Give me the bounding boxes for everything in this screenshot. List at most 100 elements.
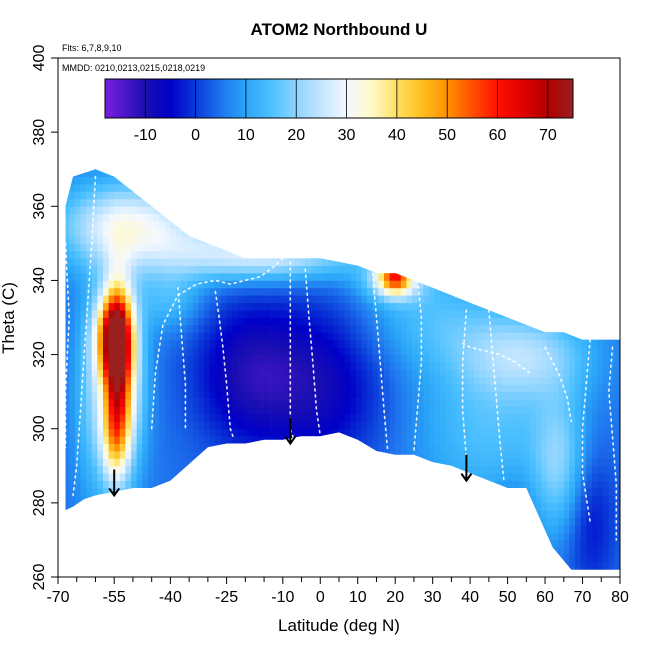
heatmap-cell [496,339,503,348]
heatmap-cell [299,510,306,519]
heatmap-cell [282,399,289,407]
heatmap-cell [361,502,368,511]
heatmap-cell [502,347,508,355]
heatmap-cell [80,324,87,333]
heatmap-cell [221,532,227,541]
heatmap-cell [198,221,205,229]
heatmap-cell [164,413,171,422]
heatmap-cell [378,421,385,430]
heatmap-cell [159,235,166,244]
heatmap-cell [316,287,323,296]
heatmap-cell [412,221,419,229]
heatmap-cell [198,517,205,526]
heatmap-cell [198,273,205,281]
heatmap-cell [468,465,475,474]
heatmap-cell [192,206,199,215]
heatmap-cell [103,287,109,296]
heatmap-cell [395,473,402,481]
heatmap-cell [176,332,182,341]
heatmap-cell [361,310,368,318]
heatmap-cell [170,273,177,281]
heatmap-cell [389,502,396,511]
heatmap-cell [552,362,559,370]
heatmap-cell [97,295,104,304]
heatmap-cell [479,273,486,281]
heatmap-cell [260,399,267,407]
heatmap-cell [170,406,177,415]
heatmap-cell [237,250,244,259]
heatmap-cell [221,310,227,318]
heatmap-cell [237,198,244,207]
heatmap-cell [445,228,452,237]
heatmap-cell [395,354,402,363]
heatmap-cell [355,258,362,266]
heatmap-cell [513,428,520,437]
heatmap-cell [339,265,345,274]
heatmap-cell [445,399,452,407]
heatmap-cell [333,570,339,578]
heatmap-cell [440,265,447,274]
heatmap-cell [417,265,424,274]
heatmap-cell [355,562,362,570]
heatmap-cell [249,295,256,304]
heatmap-cell [114,421,121,430]
heatmap-cell [428,547,435,556]
heatmap-cell [462,554,469,563]
heatmap-cell [277,258,284,266]
heatmap-cell [412,406,419,415]
heatmap-cell [80,198,87,207]
heatmap-cell [131,554,138,563]
heatmap-cell [103,347,109,355]
heatmap-cell [265,428,272,437]
heatmap-cell [428,436,435,444]
heatmap-cell [518,191,525,200]
heatmap-cell [119,169,126,177]
heatmap-cell [119,198,126,207]
heatmap-cell [440,332,447,341]
heatmap-cell [170,458,177,467]
heatmap-cell [513,235,520,244]
heatmap-cell [86,362,93,370]
heatmap-cell [91,339,98,348]
heatmap-cell [265,221,272,229]
heatmap-cell [417,458,424,467]
heatmap-cell [80,302,87,311]
heatmap-cell [423,287,430,296]
heatmap-cell [170,332,177,341]
heatmap-cell [473,510,480,519]
heatmap-cell [58,199,64,207]
heatmap-cell [288,228,295,237]
heatmap-cell [316,510,323,519]
heatmap-cell [221,525,227,533]
heatmap-cell [125,362,132,370]
heatmap-cell [400,339,407,348]
heatmap-cell [91,302,98,311]
heatmap-cell [58,243,64,251]
heatmap-cell [361,510,368,519]
heatmap-cell [428,324,435,333]
heatmap-cell [119,406,126,415]
heatmap-cell [378,184,385,192]
heatmap-cell [305,510,312,519]
heatmap-cell [294,554,300,563]
heatmap-cell [131,339,138,348]
heatmap-cell [400,213,407,222]
heatmap-cell [294,406,300,415]
heatmap-cell [86,324,93,333]
heatmap-cell [65,347,70,355]
heatmap-cell [103,480,109,489]
heatmap-cell [518,562,525,570]
heatmap-cell [237,391,244,400]
heatmap-cell [170,243,177,252]
heatmap-cell [221,273,227,281]
heatmap-cell [282,517,289,526]
heatmap-cell [69,258,76,266]
heatmap-cell [282,317,289,326]
heatmap-cell [400,391,407,400]
heatmap-cell [372,198,379,207]
heatmap-cell [552,399,559,407]
heatmap-cell [288,525,295,533]
heatmap-cell [535,406,542,415]
heatmap-cell [192,228,199,237]
heatmap-cell [299,347,306,355]
